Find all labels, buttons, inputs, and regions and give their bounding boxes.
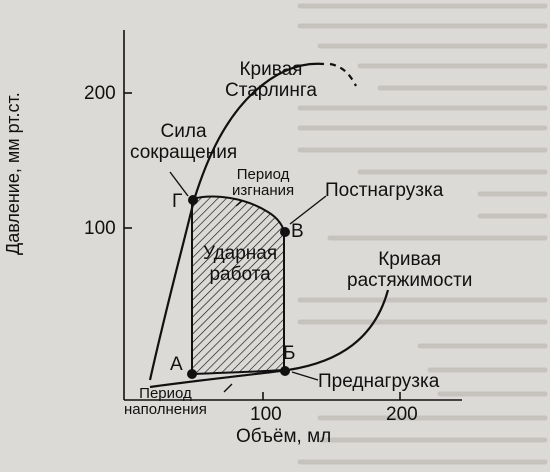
- leader-afterload: [289, 195, 327, 225]
- y-tick-label-100: 100: [84, 218, 116, 239]
- stroke-work-loop: [191, 195, 285, 376]
- afterload-label: Постнагрузка: [325, 180, 444, 201]
- filling-period-label: Период наполнения: [124, 385, 207, 419]
- x-tick-label-200: 200: [386, 404, 418, 425]
- point-b-label: Б: [283, 343, 296, 364]
- point-v: [280, 227, 290, 237]
- background-page-lines: [297, 3, 548, 465]
- leader-contraction: [169, 171, 189, 197]
- y-axis-label: Давление, мм рт.ст.: [3, 92, 23, 255]
- point-g: [188, 195, 198, 205]
- leader-lines: [169, 171, 327, 393]
- starling-curve: [148, 62, 325, 381]
- starling-curve-dashed: [329, 62, 357, 87]
- leader-preload: [291, 371, 319, 381]
- point-b: [280, 366, 290, 376]
- preload-label: Преднагрузка: [318, 371, 440, 392]
- stroke-work-label: Ударная работа: [203, 243, 278, 285]
- compliance-curve-label: Кривая растяжимости: [347, 249, 473, 291]
- leader-filling: [223, 383, 233, 393]
- y-tick-label-200: 200: [84, 83, 116, 104]
- x-axis-label: Объём, мл: [236, 426, 332, 447]
- axis-ticks: [124, 92, 401, 400]
- loop-points: [187, 195, 290, 379]
- point-a: [187, 369, 197, 379]
- ejection-period-label: Период изгнания: [232, 166, 295, 200]
- contraction-force-label: Сила сокращения: [130, 121, 238, 163]
- starling-curve-label: Кривая Старлинга: [225, 59, 317, 101]
- point-a-label: А: [170, 354, 183, 375]
- leader-ejection: [235, 200, 243, 207]
- point-v-label: В: [291, 221, 304, 242]
- x-tick-label-100: 100: [250, 404, 282, 425]
- axes-frame: [123, 30, 462, 401]
- point-g-label: Г: [172, 191, 183, 212]
